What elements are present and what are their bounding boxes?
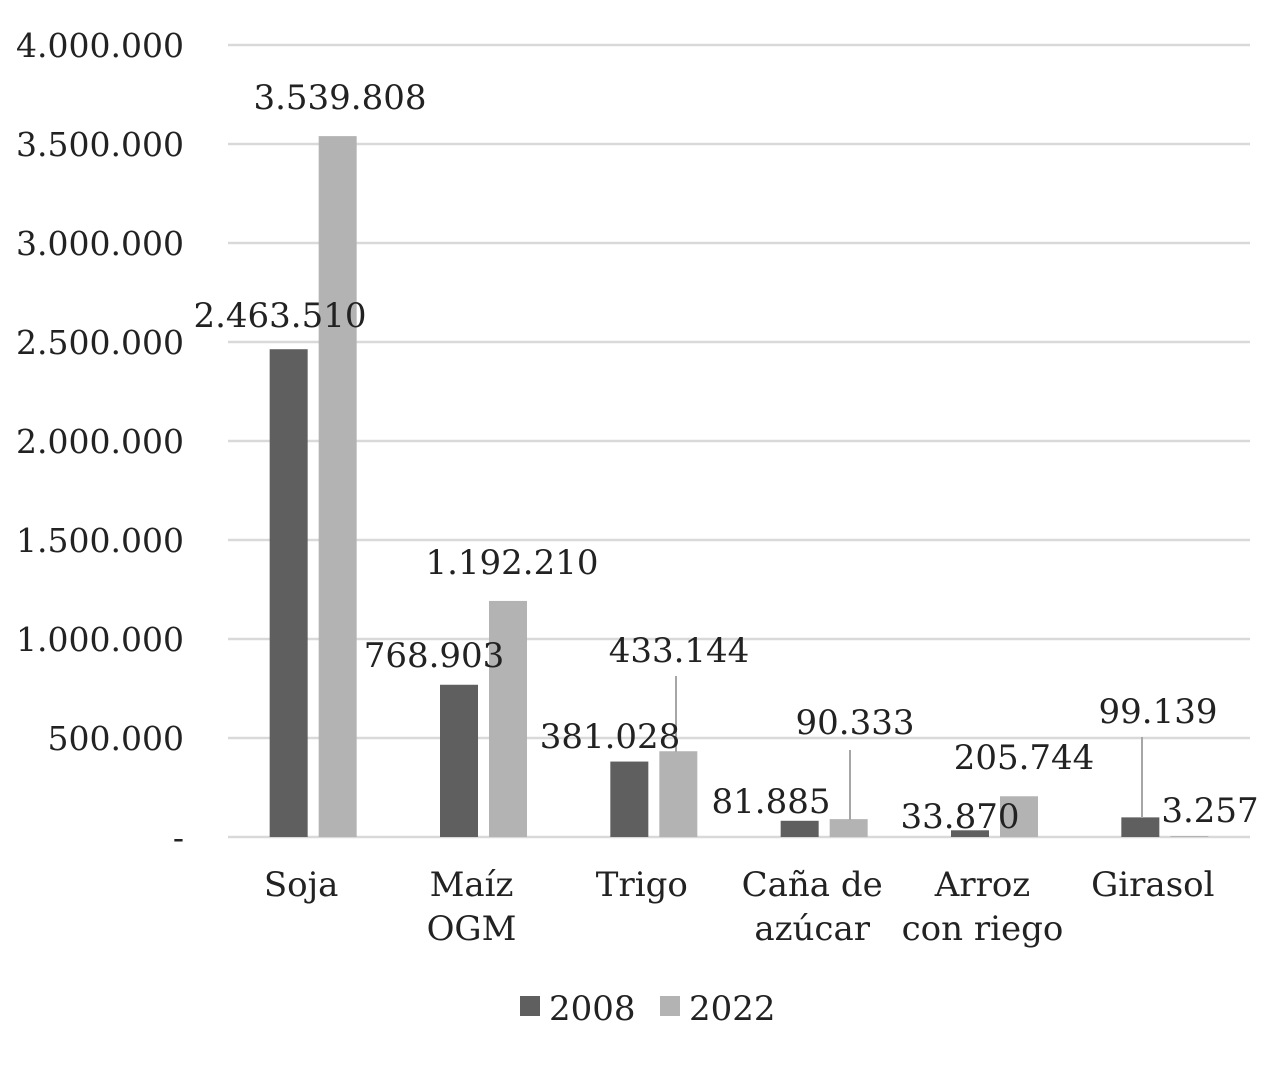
y-axis-tick-labels: - 500.000 1.000.000 1.500.000 2.000.000 2.500… [16, 26, 184, 857]
bar-2008 [951, 830, 989, 837]
data-label-2022: 205.744 [954, 738, 1095, 778]
y-tick-label: 500.000 [48, 719, 184, 758]
bars [269, 136, 1209, 837]
y-tick-label: 2.000.000 [16, 422, 184, 461]
legend-label-2022: 2022 [689, 989, 776, 1029]
data-label-2008: 2.463.510 [193, 296, 366, 336]
category-label: OGM [427, 909, 517, 949]
category-label: Caña de [742, 865, 883, 905]
data-label-2022: 433.144 [609, 631, 750, 671]
gridlines [228, 43, 1250, 839]
bar-2008 [269, 349, 308, 837]
category-label: azúcar [754, 909, 870, 949]
data-label-2008: 768.903 [364, 636, 505, 676]
label-leader-lines [675, 676, 1143, 820]
category-label: Soja [264, 865, 339, 905]
bar-2022 [829, 819, 868, 837]
data-labels: 2.463.510 768.903 381.028 81.885 33.870 99.13… [193, 78, 1258, 837]
y-tick-label: 3.500.000 [16, 125, 184, 164]
category-label: Arroz [934, 865, 1030, 905]
y-tick-label: 1.500.000 [16, 521, 184, 560]
category-label: Trigo [596, 865, 688, 905]
bar-2008 [1121, 817, 1160, 837]
data-label-2022: 90.333 [796, 703, 915, 743]
data-label-2008: 381.028 [540, 717, 681, 757]
bar-2022 [1170, 836, 1209, 837]
legend-swatch-2008 [520, 996, 540, 1016]
data-label-2022: 1.192.210 [425, 543, 598, 583]
y-tick-label: 2.500.000 [16, 323, 184, 362]
bar-2022 [1000, 796, 1038, 837]
legend-swatch-2022 [660, 996, 680, 1016]
legend-label-2008: 2008 [549, 989, 636, 1029]
category-label: con riego [902, 909, 1064, 949]
bar-2008 [610, 761, 649, 837]
bar-2008 [440, 684, 478, 837]
data-label-2008: 99.139 [1099, 692, 1218, 732]
category-label: Girasol [1091, 865, 1214, 905]
data-label-2008: 33.870 [901, 797, 1020, 837]
bar-2022 [318, 136, 357, 837]
bar-2008 [780, 820, 819, 837]
data-label-2022: 3.257 [1161, 791, 1258, 831]
bar-2022 [659, 751, 698, 837]
y-tick-label: 4.000.000 [16, 26, 184, 65]
data-label-2008: 81.885 [712, 782, 831, 822]
y-tick-label: 3.000.000 [16, 224, 184, 263]
category-label: Maíz [430, 865, 514, 905]
y-tick-label: - [173, 818, 184, 857]
legend: 2008 2022 [520, 989, 776, 1029]
data-label-2022: 3.539.808 [253, 78, 426, 118]
y-tick-label: 1.000.000 [16, 620, 184, 659]
bar-2022 [489, 600, 527, 837]
